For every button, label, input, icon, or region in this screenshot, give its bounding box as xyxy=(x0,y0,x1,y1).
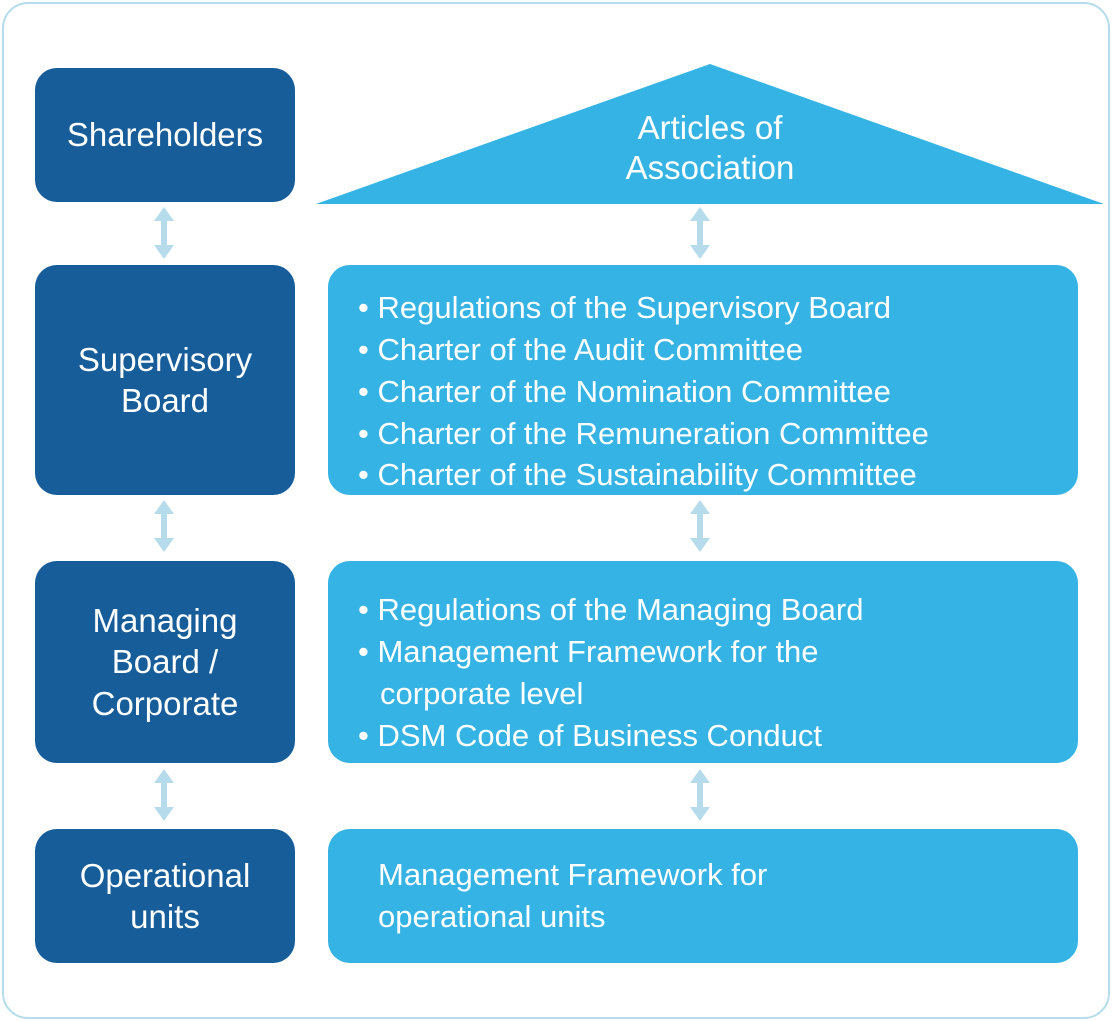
list-supervisory-docs: Regulations of the Supervisory Board Cha… xyxy=(358,287,1048,496)
list-managing-docs-cont: DSM Code of Business Conduct xyxy=(358,715,1048,757)
label-operational-units: Operational units xyxy=(45,855,285,938)
box-supervisory-docs: Regulations of the Supervisory Board Cha… xyxy=(328,265,1078,495)
double-arrow-icon xyxy=(152,207,176,259)
label-operational-docs: Management Framework for operational uni… xyxy=(378,854,838,938)
box-managing-board: Managing Board / Corporate xyxy=(35,561,295,763)
list-item: DSM Code of Business Conduct xyxy=(358,715,1048,757)
list-managing-docs: Regulations of the Managing Board Manage… xyxy=(358,589,1048,673)
box-managing-docs: Regulations of the Managing Board Manage… xyxy=(328,561,1078,763)
list-item: Regulations of the Managing Board xyxy=(358,589,1048,631)
double-arrow-icon xyxy=(688,769,712,821)
list-item: Regulations of the Supervisory Board xyxy=(358,287,1048,329)
list-item: Charter of the Nomination Committee xyxy=(358,371,1048,413)
double-arrow-icon xyxy=(688,500,712,552)
list-item: Management Framework for the xyxy=(358,631,1048,673)
double-arrow-icon xyxy=(152,769,176,821)
label-articles: Articles of Association xyxy=(560,108,860,187)
list-item: Charter of the Sustainability Committee xyxy=(358,454,1048,496)
list-item: Charter of the Remuneration Committee xyxy=(358,413,1048,455)
box-supervisory-board: Supervisory Board xyxy=(35,265,295,495)
double-arrow-icon xyxy=(152,500,176,552)
label-supervisory-board: Supervisory Board xyxy=(45,339,285,422)
label-managing-board: Managing Board / Corporate xyxy=(45,600,285,724)
box-operational-units: Operational units xyxy=(35,829,295,963)
list-item: Charter of the Audit Committee xyxy=(358,329,1048,371)
label-shareholders: Shareholders xyxy=(67,114,263,155)
box-operational-docs: Management Framework for operational uni… xyxy=(328,829,1078,963)
list-item-wrap: corporate level xyxy=(358,673,1048,715)
double-arrow-icon xyxy=(688,207,712,259)
triangle-text: Articles of Association xyxy=(626,109,795,186)
box-shareholders: Shareholders xyxy=(35,68,295,202)
